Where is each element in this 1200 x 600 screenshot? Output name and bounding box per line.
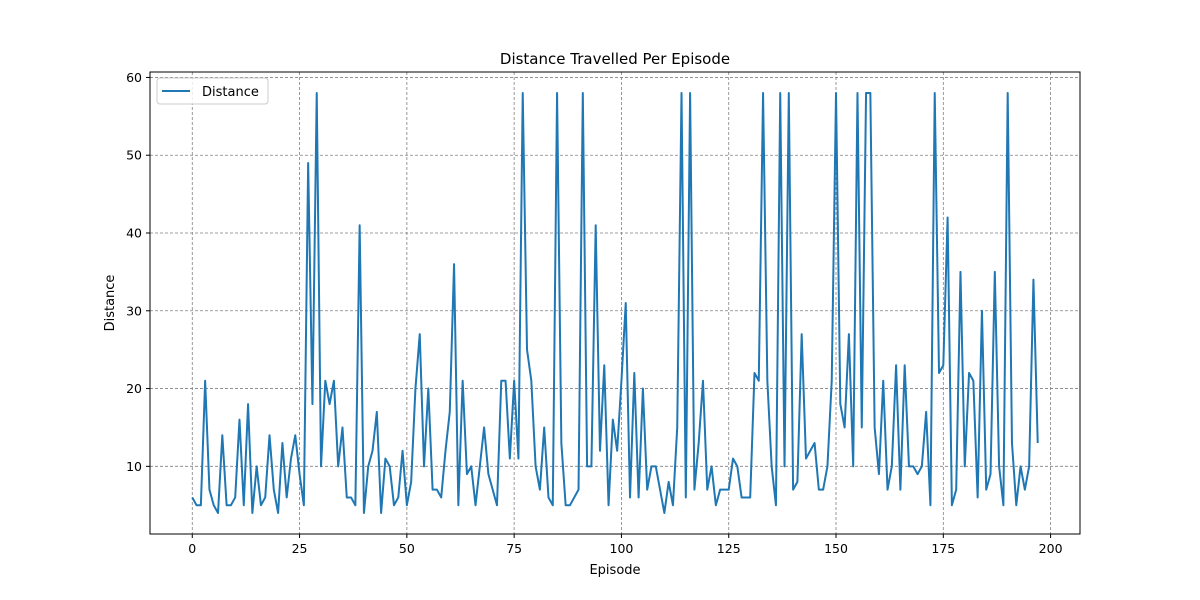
x-tick-label: 0 <box>188 541 196 556</box>
series-layer <box>191 92 1039 514</box>
chart-title: Distance Travelled Per Episode <box>500 50 730 68</box>
legend-box <box>156 77 269 105</box>
x-tick-label: 150 <box>824 541 848 556</box>
series-line-distance <box>191 92 1039 514</box>
y-tick-label: 20 <box>126 381 142 396</box>
x-tick-label: 75 <box>506 541 522 556</box>
x-tick-label: 200 <box>1039 541 1063 556</box>
y-axis-label: Distance <box>103 275 118 332</box>
x-tick-label: 100 <box>610 541 634 556</box>
axis-ticks: 0 25 50 75 100 125 150 175 200 10 20 30 40 50 60 <box>126 70 1062 556</box>
x-tick-label: 25 <box>292 541 308 556</box>
plot-frame <box>149 71 1081 535</box>
x-tick-label: 125 <box>717 541 741 556</box>
grid-lines <box>150 72 1080 534</box>
y-tick-label: 10 <box>126 459 142 474</box>
y-tick-label: 50 <box>126 148 142 163</box>
x-tick-label: 50 <box>399 541 415 556</box>
legend: Distance <box>156 77 269 105</box>
y-tick-label: 60 <box>126 70 142 85</box>
x-axis-label: Episode <box>589 563 640 578</box>
x-tick-label: 175 <box>931 541 955 556</box>
y-tick-label: 40 <box>126 226 142 241</box>
y-tick-label: 30 <box>126 303 142 318</box>
legend-label: Distance <box>202 85 259 100</box>
